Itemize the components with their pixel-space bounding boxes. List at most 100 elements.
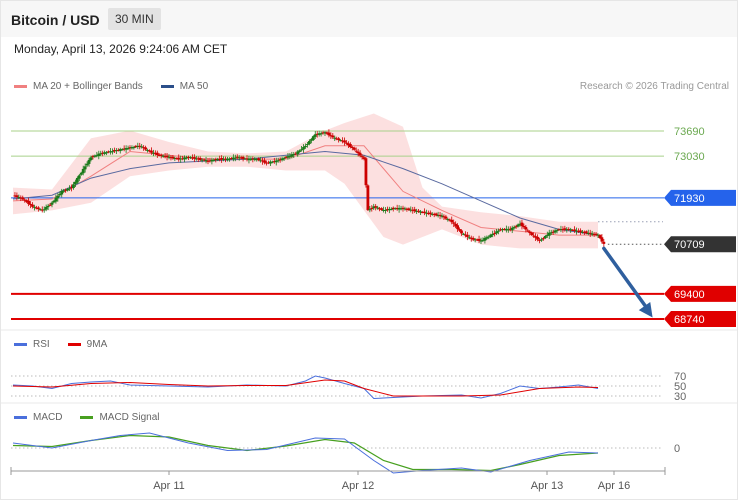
candle-body (389, 208, 393, 210)
candle-body (132, 147, 136, 149)
candle-body (582, 231, 586, 233)
candle-body (274, 160, 278, 163)
candle-body (173, 158, 177, 160)
candle-body (152, 152, 155, 154)
macd-line (12, 432, 599, 474)
candle-body (551, 231, 555, 233)
candle-body (598, 235, 602, 239)
candle-body (72, 184, 75, 189)
legend-label-macd-signal: MACD Signal (99, 412, 160, 423)
candle-body (179, 158, 183, 160)
candle-body (530, 232, 534, 236)
candle-body (114, 150, 118, 152)
level-tag-pivot: 71930 (664, 189, 736, 206)
candle-body (384, 209, 387, 211)
candle-body (304, 145, 307, 148)
candle-body (187, 156, 190, 158)
legend-swatch-ma20 (14, 85, 27, 88)
candle-body (278, 159, 282, 161)
candle-body (586, 232, 590, 234)
legend-swatch-rsi-ma (67, 343, 81, 346)
candle-body (58, 193, 62, 196)
macd-legend: MACD MACD Signal (14, 412, 159, 423)
candle-body (109, 151, 112, 153)
candle-body (245, 158, 249, 160)
candle-body (249, 158, 253, 160)
candle-body (317, 133, 321, 135)
candle-body (212, 159, 216, 161)
ma50-line (12, 150, 599, 236)
candle-body (13, 195, 17, 197)
candle-body (341, 140, 344, 142)
timeframe-button[interactable]: 30 MIN (108, 8, 161, 30)
candle-body (66, 188, 69, 191)
candle-body (107, 151, 110, 153)
candle-body (247, 158, 251, 161)
candle-body (547, 232, 551, 236)
candle-body (276, 160, 280, 162)
candle-body (565, 229, 569, 231)
candle-body (185, 157, 188, 159)
candle-body (17, 197, 21, 199)
candle-body (456, 225, 459, 230)
candle-body (308, 141, 311, 144)
candle-body (23, 199, 27, 201)
candle-body (444, 216, 448, 219)
candle-body (405, 208, 409, 210)
candle-body (243, 158, 247, 160)
candle-body (19, 197, 23, 199)
candle-body (113, 150, 116, 152)
candle-body (391, 207, 395, 210)
candle-body (450, 219, 454, 223)
candle-body (142, 147, 146, 149)
candle-body (573, 229, 576, 231)
macd-tick-label: 0 (674, 443, 680, 455)
candle-body (339, 140, 342, 142)
legend-label-ma20: MA 20 + Bollinger Bands (33, 81, 143, 92)
legend-label-ma50: MA 50 (179, 81, 209, 92)
candle-body (267, 162, 270, 164)
candle-body (42, 209, 46, 211)
candle-body (44, 207, 48, 210)
candle-body (83, 166, 87, 170)
candle-body (302, 147, 305, 150)
candle-body (74, 181, 77, 185)
candle-body (237, 157, 241, 159)
candle-body (538, 239, 541, 241)
candle-body (475, 239, 479, 241)
candle-body (508, 228, 512, 230)
candle-body (130, 147, 134, 149)
candle-body (477, 238, 481, 241)
candle-body (138, 145, 142, 147)
candle-body (75, 177, 79, 183)
candle-body (292, 154, 296, 156)
candle-body (458, 229, 461, 231)
level-tag-support: 69400 (664, 285, 736, 302)
candle-body (300, 149, 303, 151)
rsi-tick-label: 70 (674, 371, 686, 383)
candle-body (536, 236, 539, 240)
candle-body (584, 231, 588, 234)
candle-body (296, 151, 300, 155)
candle-body (167, 156, 171, 158)
candle-body (592, 234, 596, 236)
candle-body (413, 209, 417, 212)
candle-body (321, 132, 325, 134)
candle-body (210, 159, 214, 162)
candle-body (434, 213, 438, 216)
candle-body (70, 187, 73, 189)
candle-body (553, 230, 557, 233)
candle-body (426, 213, 430, 215)
candle-body (192, 157, 196, 159)
candle-body (288, 155, 292, 157)
candle-body (235, 156, 239, 158)
candle-body (567, 228, 571, 230)
candle-body (411, 209, 415, 211)
candle-body (101, 152, 105, 154)
candle-body (163, 156, 167, 158)
level-tag-label: 71930 (674, 193, 705, 205)
candle-body (425, 212, 428, 214)
candle-body (52, 200, 56, 203)
candle-body (337, 138, 341, 141)
level-tag-bg (664, 311, 736, 327)
